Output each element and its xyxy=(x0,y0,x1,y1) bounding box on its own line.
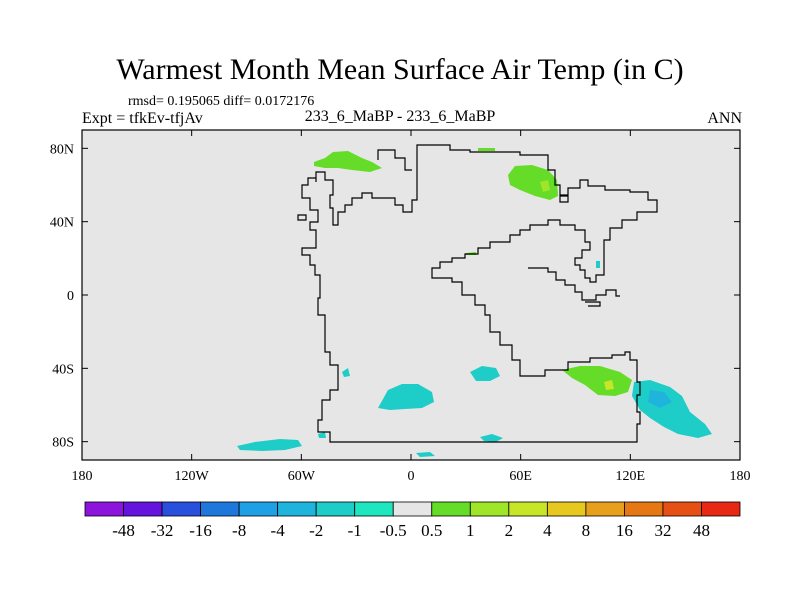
shade-arctic-green xyxy=(314,151,382,172)
shade-antarctic-bottom xyxy=(416,452,435,457)
colorbar-swatch xyxy=(392,501,433,517)
continent-outline xyxy=(297,144,658,443)
coastline-india xyxy=(585,301,601,307)
colorbar-label: 1 xyxy=(466,521,475,540)
shade-australia-yellow xyxy=(604,380,614,390)
stats-line: rmsd= 0.195065 diff= 0.0172176 xyxy=(128,94,315,109)
colorbar-label: 32 xyxy=(654,521,671,540)
colorbar-label: 8 xyxy=(582,521,591,540)
experiment-label: Expt = tfkEv-tfjAv xyxy=(82,110,203,127)
colorbar-swatch xyxy=(469,501,510,517)
shade-antarctic-left xyxy=(237,439,302,451)
runs-label: 233_6_MaBP - 233_6_MaBP xyxy=(304,108,496,125)
colorbar-swatch xyxy=(238,501,279,517)
lat-tick-label: 80S xyxy=(52,436,74,451)
lon-tick-label: 180 xyxy=(72,469,93,484)
colorbar-swatch xyxy=(123,501,163,517)
colorbar-label: -4 xyxy=(271,521,286,540)
colorbar-swatch xyxy=(200,501,240,517)
coastline-main xyxy=(301,144,658,443)
colorbar-swatch xyxy=(662,501,702,517)
colorbar-swatch xyxy=(546,501,587,517)
lon-tick-label: 120W xyxy=(175,469,210,484)
shade-southpacific-cyan xyxy=(470,366,500,381)
colorbar-swatch xyxy=(161,501,201,517)
shade-patagonia-cyan xyxy=(342,368,350,377)
colorbar-swatch xyxy=(508,501,548,517)
colorbar-label: -8 xyxy=(232,521,246,540)
colorbar-label: -32 xyxy=(151,521,174,540)
colorbar-label: -2 xyxy=(309,521,323,540)
lat-tick-label: 80N xyxy=(50,142,74,157)
colorbar-label: -48 xyxy=(112,521,135,540)
shade-australia-green xyxy=(562,366,632,396)
colorbar-label: 4 xyxy=(543,521,552,540)
colorbar-swatch xyxy=(84,501,124,517)
colorbar-label: -16 xyxy=(189,521,212,540)
colorbar-swatch xyxy=(431,501,471,517)
colorbar-label: 0.5 xyxy=(421,521,442,540)
colorbar-label: 16 xyxy=(616,521,633,540)
lon-tick-label: 120E xyxy=(616,469,646,484)
colorbar: -48 -32 -16 -8 -4 -2 -1 -0.5 0.5 1 2 4 8 16 32 48 xyxy=(84,501,741,540)
shade-antarctic-small xyxy=(318,432,326,438)
shade-nz-blue xyxy=(648,390,672,408)
colorbar-swatch xyxy=(701,501,741,517)
lat-tick-label: 40S xyxy=(52,362,74,377)
colorbar-swatch xyxy=(277,501,317,517)
shade-siberia-yellow xyxy=(540,180,550,192)
coastline-western-bits xyxy=(297,214,307,221)
colorbar-label: -1 xyxy=(348,521,362,540)
anomaly-shading xyxy=(237,148,712,457)
colorbar-swatch xyxy=(585,501,625,517)
colorbar-label: 48 xyxy=(693,521,710,540)
lon-tick-label: 0 xyxy=(408,469,415,484)
colorbar-label: -0.5 xyxy=(380,521,407,540)
lat-tick-label: 40N xyxy=(50,216,74,231)
lon-tick-label: 60W xyxy=(288,469,316,484)
coastline-arctic-north xyxy=(377,149,412,171)
lon-tick-label: 60E xyxy=(509,469,532,484)
shade-atlantic-cyan xyxy=(378,384,434,410)
coastline-caspian xyxy=(528,267,620,301)
colorbar-swatch xyxy=(624,501,664,517)
shade-antarctic-mid xyxy=(480,434,503,442)
lat-tick-label: 0 xyxy=(67,289,74,304)
lon-axis: 180 120W 60W 0 60E 120E 180 xyxy=(72,130,751,484)
shade-small-cyan xyxy=(596,261,600,268)
map-title: Warmest Month Mean Surface Air Temp (in … xyxy=(116,53,684,86)
coastline-island xyxy=(559,195,569,203)
colorbar-label: 2 xyxy=(505,521,514,540)
shade-arctic-small xyxy=(478,148,495,151)
season-label: ANN xyxy=(707,110,742,127)
lon-tick-label: 180 xyxy=(730,469,751,484)
colorbar-swatch xyxy=(354,501,394,517)
colorbar-swatch xyxy=(315,501,356,517)
lat-axis: 80N 40N 0 40S 80S xyxy=(50,142,740,451)
